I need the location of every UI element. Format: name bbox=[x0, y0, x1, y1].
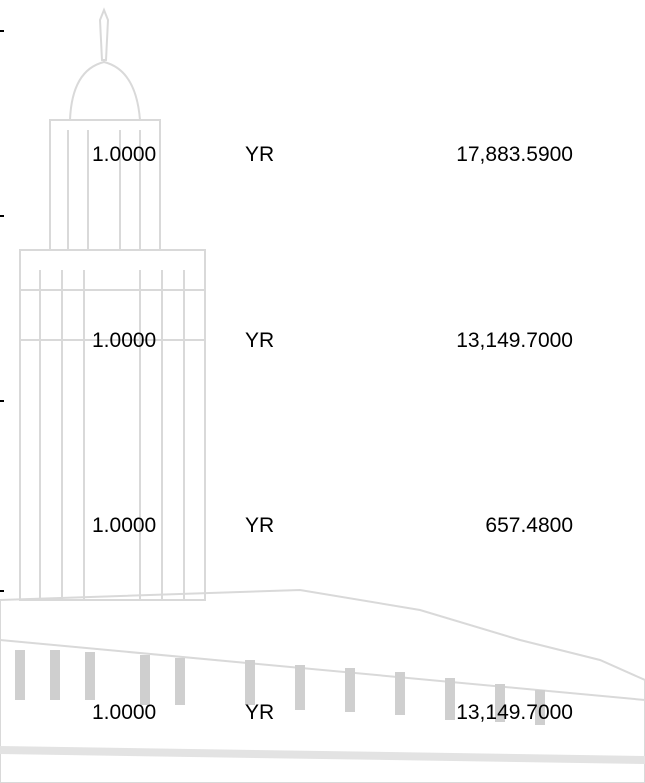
edge-tick bbox=[0, 400, 4, 402]
quantity: 1.0000 bbox=[92, 514, 156, 538]
unit: YR bbox=[245, 514, 274, 538]
amount: 13,149.7000 bbox=[456, 701, 573, 725]
edge-tick bbox=[0, 590, 4, 592]
amount: 657.4800 bbox=[485, 514, 573, 538]
edge-tick bbox=[0, 215, 4, 217]
amount: 13,149.7000 bbox=[456, 329, 573, 353]
amount: 17,883.5900 bbox=[456, 143, 573, 167]
quantity: 1.0000 bbox=[92, 329, 156, 353]
watermark bbox=[0, 0, 645, 783]
quantity: 1.0000 bbox=[92, 701, 156, 725]
unit: YR bbox=[245, 701, 274, 725]
edge-tick bbox=[0, 30, 4, 32]
page: 1.0000 YR 17,883.5900 1.0000 YR 13,149.7000 1.… bbox=[0, 0, 645, 783]
unit: YR bbox=[245, 329, 274, 353]
unit: YR bbox=[245, 143, 274, 167]
quantity: 1.0000 bbox=[92, 143, 156, 167]
